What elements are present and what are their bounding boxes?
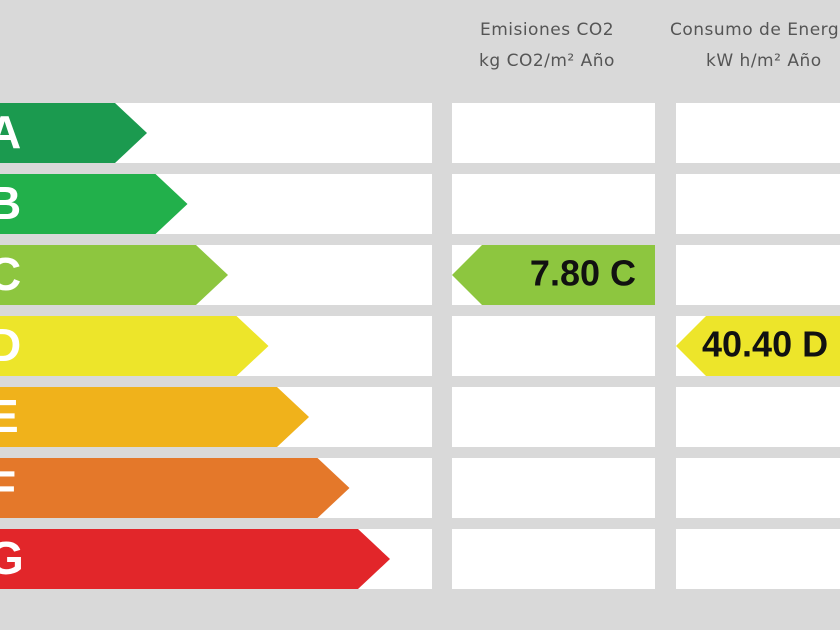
header-unit: kg CO2/m² Año <box>479 51 615 71</box>
row-cell <box>676 174 840 234</box>
rating-arrow <box>676 316 840 376</box>
scale-letter: E <box>0 390 19 442</box>
scale-arrow <box>0 316 269 376</box>
rating-arrow <box>452 245 655 305</box>
scale-letter: B <box>0 177 21 229</box>
scale-letter: C <box>0 248 21 300</box>
scale-letter: G <box>0 532 24 584</box>
scale-arrow <box>0 103 147 163</box>
row-cell <box>676 458 840 518</box>
row-cell <box>676 387 840 447</box>
row-cell <box>452 103 655 163</box>
scale-arrow <box>0 174 188 234</box>
scale-letter: A <box>0 106 21 158</box>
row-cell <box>452 174 655 234</box>
row-cell <box>452 387 655 447</box>
rating-value: 7.80 C <box>530 253 636 294</box>
scale-arrow <box>0 245 228 305</box>
rating-value: 40.40 D <box>702 324 828 365</box>
scale-arrow <box>0 458 350 518</box>
row-cell <box>452 458 655 518</box>
header-title: Consumo de Energía <box>670 20 840 40</box>
scale-arrow <box>0 529 390 589</box>
scale-letter: F <box>0 461 16 513</box>
row-cell <box>676 245 840 305</box>
row-cell <box>676 529 840 589</box>
scale-arrow <box>0 387 309 447</box>
row-cell <box>452 529 655 589</box>
scale-letter: D <box>0 319 21 371</box>
row-cell <box>452 316 655 376</box>
header-unit: kW h/m² Año <box>706 51 822 71</box>
header-title: Emisiones CO2 <box>480 20 614 40</box>
row-cell <box>676 103 840 163</box>
